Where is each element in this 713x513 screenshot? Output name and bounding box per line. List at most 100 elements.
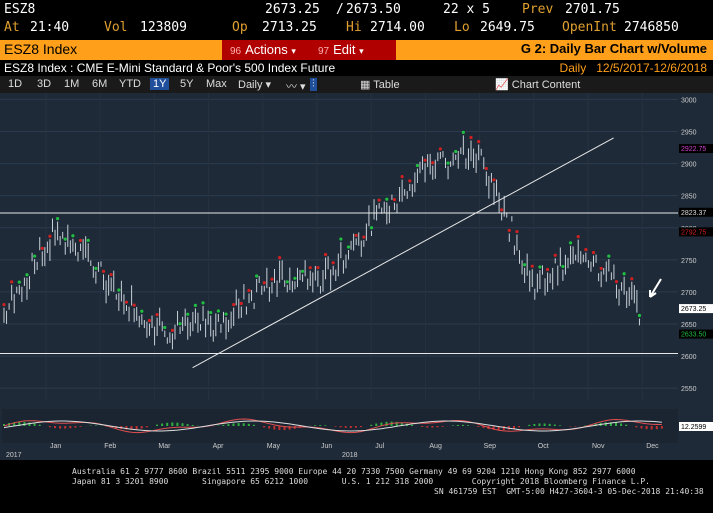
td-marker [538,265,542,269]
y-tick-label: 2650 [681,322,697,329]
prev-value: 2701.75 [565,2,620,17]
last-price-badge [679,304,713,314]
td-marker [170,328,175,332]
td-marker [492,178,496,182]
level-badge [679,227,713,237]
td-marker [17,280,21,284]
price-bars [3,135,640,350]
x-tick-label: Sep [484,443,497,450]
frequency-label: Daily [238,79,263,91]
x-tick-label: May [267,443,281,450]
op-value: 2713.25 [262,20,317,35]
chart-content-button[interactable]: 📈 Chart Content [495,79,581,91]
actions-label: Actions [245,42,288,57]
td-marker [469,135,473,140]
td-marker [278,256,282,260]
range-3d[interactable]: 3D [37,78,52,90]
date-range[interactable]: Daily 12/5/2017-12/6/2018 [560,61,707,75]
chart-background [0,93,713,460]
bar-type-icon[interactable]: ⫶ [310,78,317,91]
y-tick-label: 2550 [681,386,697,393]
td-marker [415,163,420,168]
edit-code: 97 [318,46,330,57]
td-marker [523,263,527,267]
td-marker [423,158,427,162]
td-marker [622,272,626,276]
td-marker [239,301,243,306]
td-marker [193,303,197,307]
td-marker [48,234,52,238]
td-marker [316,265,320,270]
td-marker [147,318,152,323]
level-lines [0,137,678,369]
range-ytd[interactable]: YTD [119,78,141,90]
edit-button[interactable]: 97 Edit ▾ [310,40,396,60]
td-marker [331,261,335,265]
td-marker [461,130,465,134]
td-marker [285,280,289,284]
td-marker [607,254,611,258]
y-tick-label: 3000 [681,97,697,104]
td-marker [293,276,297,280]
td-marker [408,179,412,183]
td-marker [339,237,343,241]
td-marker [262,281,266,285]
range-max[interactable]: Max [206,78,227,90]
td-marker [614,279,619,284]
range-6m[interactable]: 6M [92,78,108,90]
security-toolbar: ESZ8 Index 96 Actions ▾ 97 Edit ▾ G 2: Dai… [0,40,713,60]
oscillator-badge [679,422,713,431]
frequency-select[interactable]: Daily ▾ [238,79,272,91]
x-tick-label: Mar [158,443,171,450]
arrow-icon [649,278,662,298]
td-marker [124,300,129,304]
table-button[interactable]: ▦ Table [360,79,400,91]
y-tick-label: 2700 [681,290,697,297]
td-marker [140,309,144,313]
chevron-down-icon: ▾ [359,46,364,56]
last-price-label: 2673.25 [681,306,706,313]
td-marker [392,198,397,202]
price-chart[interactable]: 3000295029002850280027502700265026002550… [0,93,713,460]
td-marker [308,266,312,270]
td-marker [545,267,550,272]
year-label: 2018 [342,452,358,459]
td-marker [431,161,435,165]
y-tick-label: 2750 [681,258,697,265]
td-marker [101,269,106,273]
td-marker [78,238,83,243]
td-marker [568,241,573,245]
td-marker [270,277,274,281]
range-1m[interactable]: 1M [64,78,80,90]
td-marker [591,250,596,255]
td-marker [637,313,642,318]
actions-button[interactable]: 96 Actions ▾ [222,40,320,60]
x-tick-label: Apr [213,443,225,450]
level-badge [679,207,713,217]
vol-label: Vol [104,20,128,35]
td-marker [576,234,580,239]
time-value: 21:40 [30,20,70,35]
td-marker [553,253,557,257]
td-marker [178,322,182,326]
range-toolbar: 1D 3D 1M 6M YTD 1Y 5Y Max Daily ▾ 〰 ▾ ⫶ … [0,76,713,93]
td-marker [25,273,29,277]
td-marker [369,226,374,230]
footer-line-2: Japan 81 3 3201 8900 Singapore 65 6212 1… [72,477,650,486]
range-1y[interactable]: 1Y [150,78,170,90]
y-tick-label: 2900 [681,162,697,169]
hi-label: Hi [346,20,362,35]
range-5y[interactable]: 5Y [180,78,194,90]
range-1d[interactable]: 1D [8,78,23,90]
security-field[interactable]: ESZ8 Index [4,41,78,57]
vol-value: 123809 [140,20,187,35]
level-label: 2922.75 [681,146,706,153]
security-description: ESZ8 Index : CME E-Mini Standard & Poor'… [4,61,336,75]
x-tick-label: Jan [50,443,61,450]
line-type-icon[interactable]: 〰 ▾ [286,81,306,93]
y-axis: 3000295029002850280027502700265026002550… [679,97,713,393]
edit-label: Edit [333,42,356,57]
oscillator: 12.2599 [3,418,713,434]
chart-svg[interactable]: 3000295029002850280027502700265026002550… [0,93,713,460]
grid [0,93,678,401]
